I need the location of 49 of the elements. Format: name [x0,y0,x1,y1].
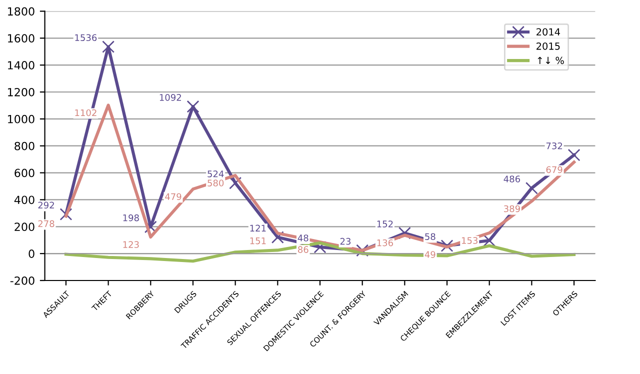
data-label: 153 [462,237,478,244]
data-label: 278 [38,220,54,228]
y-tick-label: 0 [28,250,34,258]
data-label: 1536 [75,34,97,42]
data-label: 152 [377,220,393,228]
point [60,208,72,221]
legend-label: 2014 [536,28,560,36]
data-label: 86 [298,246,308,253]
data-label: 1092 [160,94,181,101]
y-tick-label: 1600 [8,34,34,43]
point [525,182,538,194]
y-tick-label: 1800 [8,7,34,16]
legend-label: ↑↓ % [538,56,564,64]
data-label: 580 [208,180,224,186]
point [356,244,369,257]
y-tick-label: 600 [14,168,34,178]
point [440,240,454,252]
data-label: 486 [504,176,520,182]
data-label: 524 [208,170,224,178]
y-tick-label: 800 [14,142,34,150]
y-tick-label: 1000 [8,114,34,124]
y-tick-label: 400 [14,196,34,204]
data-label: 48 [298,234,308,242]
point [398,226,411,240]
data-label: 198 [123,214,139,222]
point [186,100,200,113]
data-label: 679 [546,166,562,174]
legend-label: 2015 [536,42,560,50]
point [568,148,580,162]
data-label: 732 [546,142,562,150]
data-label: 479 [165,193,182,200]
line-series [64,104,576,252]
y-tick-label: 1200 [8,88,34,96]
y-tick-label: 200 [14,222,34,232]
data-label: 23 [340,238,351,245]
y-tick-label: -200 [10,276,34,285]
data-label: 136 [377,239,393,246]
data-label: 292 [38,202,54,209]
data-label: 123 [123,241,139,248]
data-label: 151 [250,237,266,244]
data-label: 49 [424,251,436,258]
data-label: 389 [504,205,520,212]
data-label: 121 [250,224,266,232]
point [102,40,115,54]
data-label: 1102 [75,109,96,116]
data-label: 58 [425,233,436,240]
point [483,234,496,247]
point [271,231,284,244]
y-tick-label: 1400 [8,61,34,70]
